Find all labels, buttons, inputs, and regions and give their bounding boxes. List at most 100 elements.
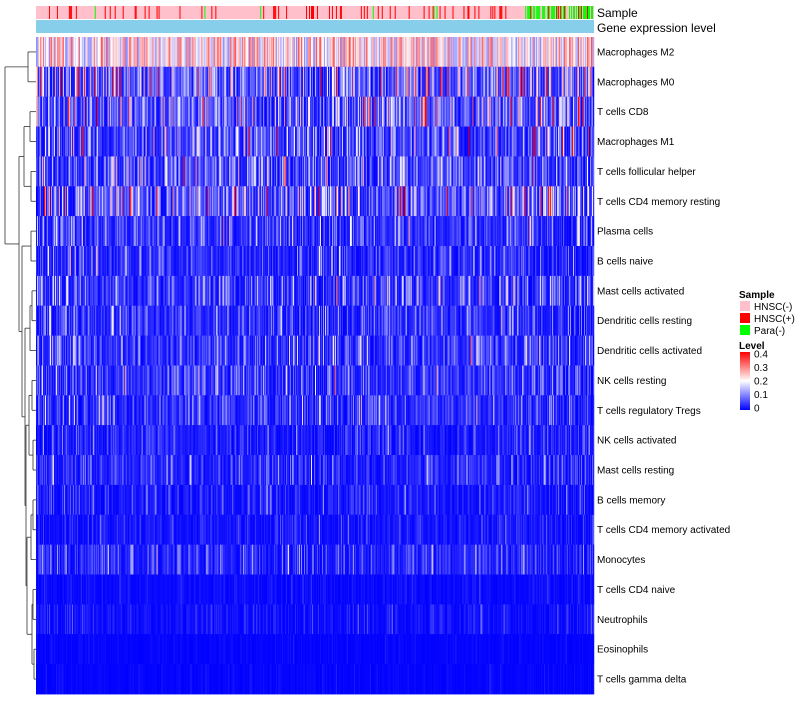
heatmap-body	[36, 37, 594, 694]
sample-annotation-cell	[361, 6, 362, 19]
sample-annotation-cell	[565, 6, 566, 19]
heatmap-row	[36, 156, 594, 186]
sample-annotation-cell	[501, 6, 502, 19]
sample-annotation-cell	[201, 6, 202, 19]
sample-annotation-cell	[317, 6, 318, 19]
sample-annotation-cell	[561, 6, 562, 19]
sample-annotation-cell	[70, 6, 71, 19]
sample-annotation-cell	[341, 6, 342, 19]
sample-annotation-cell	[552, 6, 553, 19]
sample-annotation-cell	[578, 6, 579, 19]
sample-annotation-cell	[549, 6, 550, 19]
sample-annotation-cell	[579, 6, 580, 19]
annotation-label-sample: Sample	[597, 6, 638, 20]
sample-annotation-cell	[529, 6, 530, 19]
sample-annotation-cell	[260, 6, 261, 19]
sample-annotation-cell	[557, 6, 558, 19]
sample-annotation-cell	[105, 6, 106, 19]
sample-annotation-cell	[558, 6, 559, 19]
sample-annotation-cell	[581, 6, 582, 19]
sample-annotation-cell	[49, 6, 50, 19]
sample-annotation-cell	[542, 6, 543, 19]
sample-annotation-cell	[309, 6, 310, 19]
sample-annotation-cell	[490, 6, 491, 19]
sample-annotation-cell	[179, 6, 180, 19]
sample-annotation-cell	[573, 6, 574, 19]
sample-annotation-cell	[556, 6, 557, 19]
sample-annotation-cell	[574, 6, 575, 19]
sample-annotation-cell	[531, 6, 532, 19]
sample-annotation-cell	[560, 6, 561, 19]
sample-annotation-cell	[580, 6, 581, 19]
heatmap-cell	[593, 127, 594, 157]
sample-annotation-cell	[215, 6, 216, 19]
sample-annotation-cell	[135, 6, 136, 19]
sample-annotation-cell	[157, 6, 158, 19]
heatmap-row	[36, 276, 594, 306]
sample-annotation-cell	[536, 6, 537, 19]
sample-annotation-cell	[591, 6, 592, 19]
heatmap-cell	[593, 156, 594, 186]
sample-annotation-cell	[538, 6, 539, 19]
sample-annotation-cell	[527, 6, 528, 19]
sample-annotation-cell	[110, 6, 111, 19]
sample-annotation-cell	[149, 6, 150, 19]
sample-annotation-cell	[587, 6, 588, 19]
sample-annotation-cell	[274, 6, 275, 19]
sample-annotation-cell	[76, 6, 77, 19]
sample-annotation-cell	[373, 6, 374, 19]
heatmap-row	[36, 67, 594, 97]
sample-annotation-cell	[95, 6, 96, 19]
sample-annotation-cell	[551, 6, 552, 19]
sample-annotation-cell	[548, 6, 549, 19]
sample-annotation-cell	[467, 6, 468, 19]
heatmap-row	[36, 37, 594, 67]
sample-annotation-cell	[409, 6, 410, 19]
sample-annotation-cell	[136, 6, 137, 19]
sample-annotation-cell	[492, 6, 493, 19]
sample-annotation-cell	[533, 6, 534, 19]
sample-annotation-cell	[378, 6, 379, 19]
sample-annotation-cell	[468, 6, 469, 19]
sample-annotation-cell	[537, 6, 538, 19]
sample-annotation-cell	[534, 6, 535, 19]
heatmap-cell	[593, 67, 594, 97]
sample-annotation-cell	[584, 6, 585, 19]
column-annotations: Sample Gene expression level	[36, 6, 716, 35]
heatmap-row	[36, 216, 594, 246]
sample-annotation-cell	[313, 6, 314, 19]
sample-annotation-cell	[530, 6, 531, 19]
sample-annotation-cell	[505, 6, 506, 19]
sample-annotation-cell	[159, 6, 160, 19]
sample-annotation-cell	[592, 6, 593, 19]
sample-annotation-cell	[286, 6, 287, 19]
sample-annotation-cell	[329, 6, 330, 19]
sample-annotation-cell	[525, 6, 526, 19]
sample-annotation-cell	[273, 6, 274, 19]
sample-annotation-cell	[499, 6, 500, 19]
sample-annotation-cell	[115, 6, 116, 19]
row-dendrogram	[5, 52, 36, 679]
sample-annotation-cell	[463, 6, 464, 19]
heatmap-cell	[593, 37, 594, 67]
sample-annotation-cell	[569, 6, 570, 19]
sample-annotation-cell	[571, 6, 572, 19]
sample-annotation-cell	[123, 6, 124, 19]
sample-annotation-cell	[434, 6, 435, 19]
sample-annotation-bar	[36, 6, 594, 19]
heatmap-cell	[593, 97, 594, 127]
sample-annotation-cell	[364, 6, 365, 19]
sample-annotation-cell	[474, 6, 475, 19]
sample-annotation-cell	[583, 6, 584, 19]
sample-annotation-cell	[589, 6, 590, 19]
sample-annotation-cell	[204, 6, 205, 19]
sample-annotation-cell	[553, 6, 554, 19]
sample-annotation-cell	[554, 6, 555, 19]
sample-annotation-cell	[445, 6, 446, 19]
sample-annotation-cell	[145, 6, 146, 19]
sample-annotation-cell	[494, 6, 495, 19]
sample-annotation-cell	[433, 6, 434, 19]
sample-annotation-cell	[528, 6, 529, 19]
